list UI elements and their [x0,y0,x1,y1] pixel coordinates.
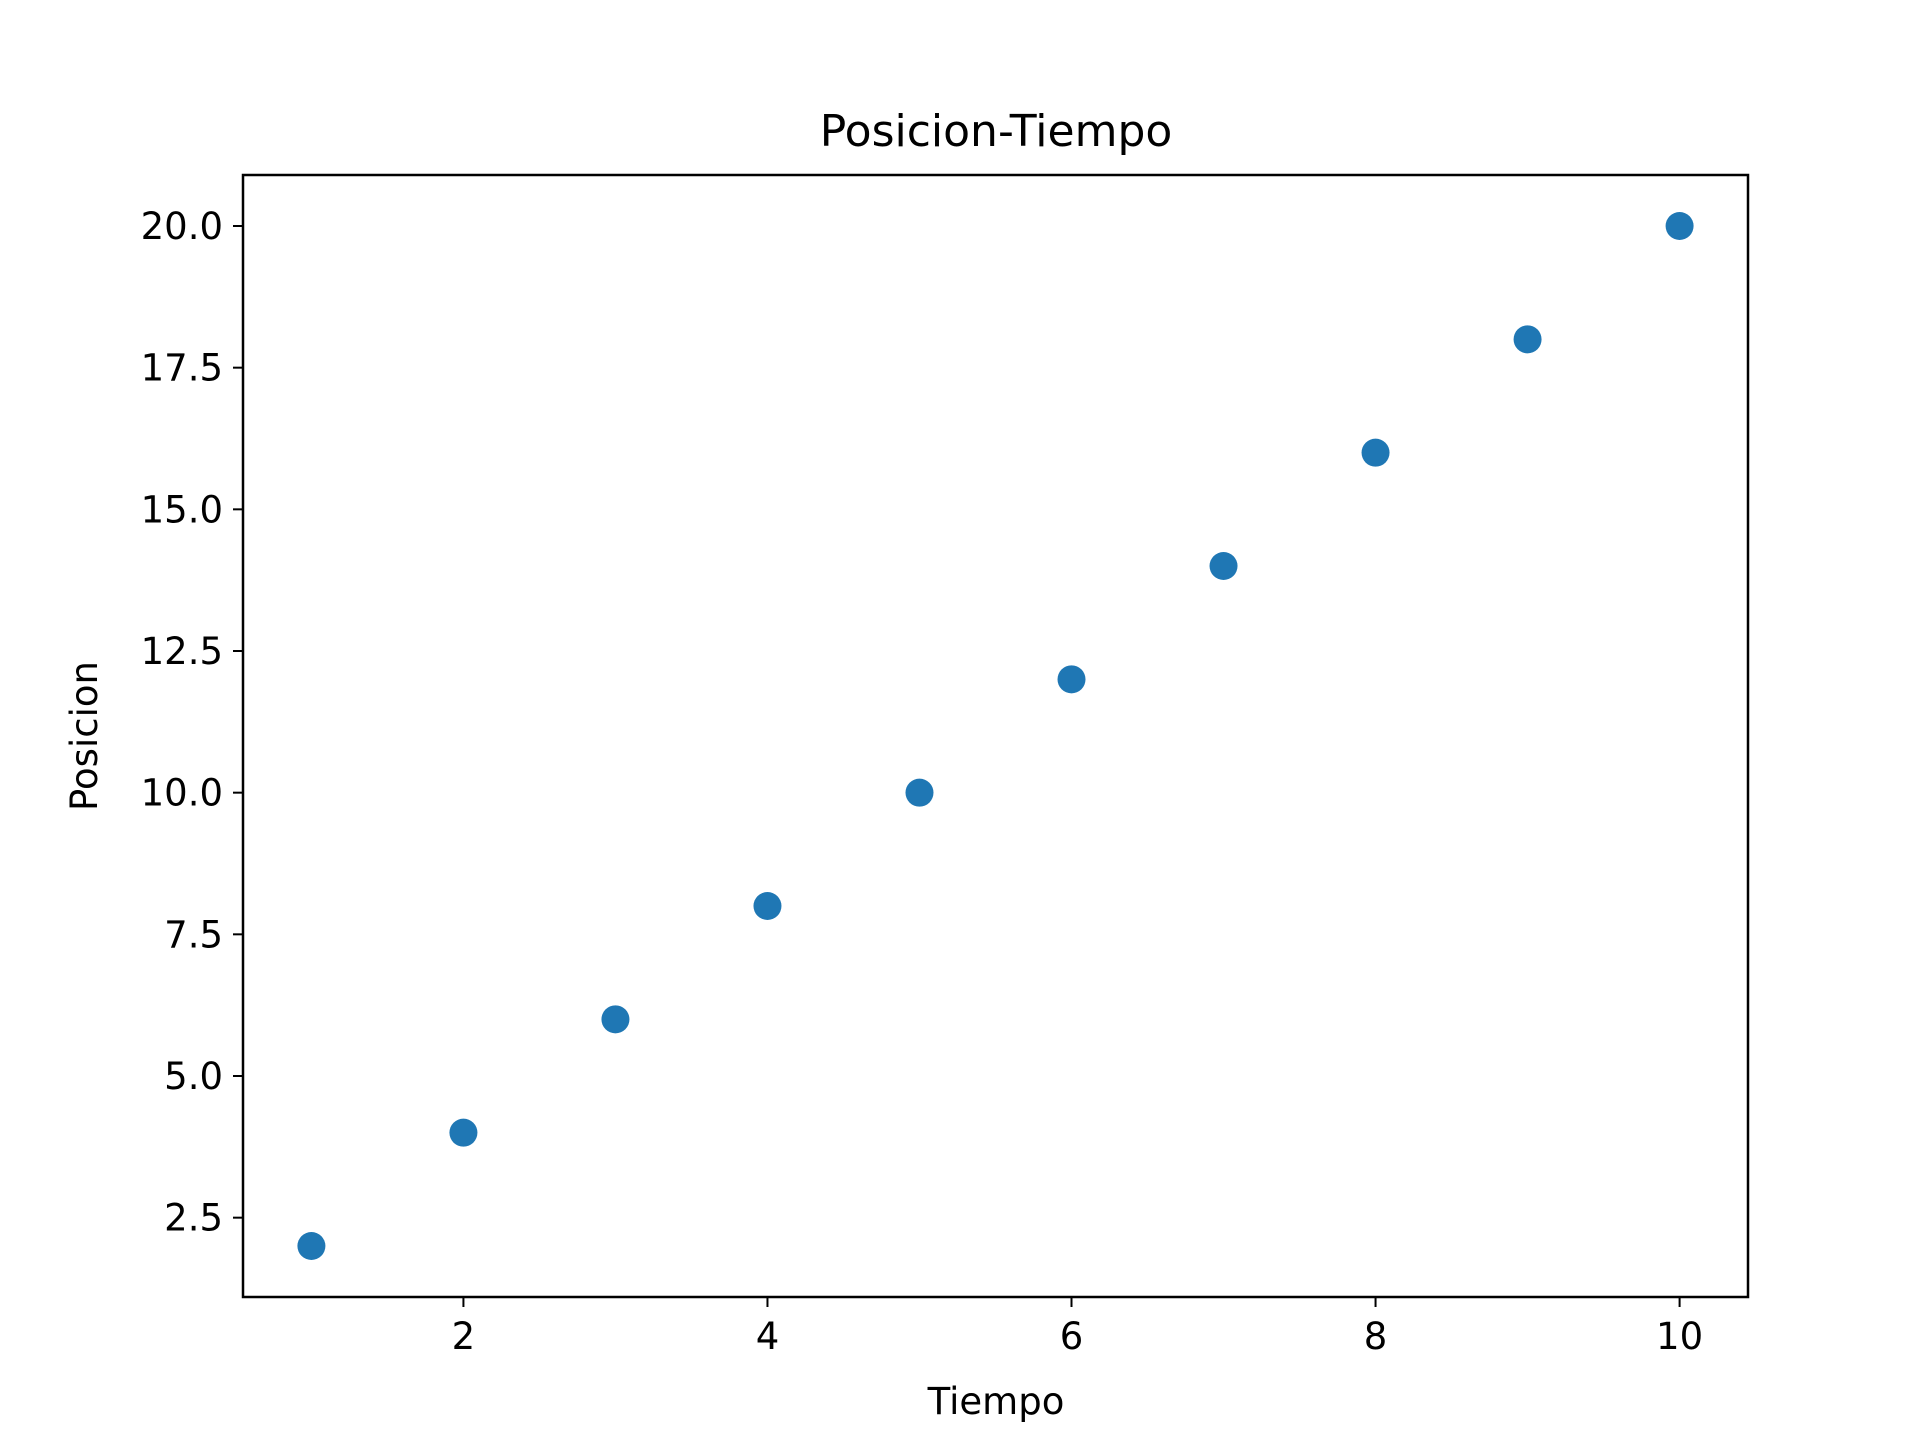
y-tick-label: 17.5 [141,347,223,390]
y-axis-label: Posicion [63,661,106,811]
y-tick-label: 2.5 [164,1197,223,1240]
axes-frame [241,173,1750,1299]
data-point [601,1005,630,1034]
x-tick-label: 4 [756,1315,780,1358]
data-point [1209,552,1238,580]
data-point [1361,438,1390,467]
y-tick-label: 12.5 [141,630,223,673]
y-tick-label: 5.0 [164,1055,223,1098]
x-axis: 2 4 6 8 10 [452,1297,1703,1358]
data-point [449,1118,478,1147]
x-tick-label: 10 [1656,1315,1703,1358]
data-point [905,778,934,807]
data-point [1057,665,1086,694]
x-axis-label: Tiempo [927,1380,1065,1423]
data-point [297,1232,326,1260]
y-tick-label: 15.0 [141,488,223,531]
y-axis: 2.5 5.0 7.5 10.0 12.5 15.0 17.5 20.0 [141,205,243,1240]
y-tick-label: 20.0 [141,205,223,248]
data-point [1513,325,1542,354]
data-point [753,892,782,920]
y-tick-label: 10.0 [141,772,223,815]
data-point [1665,212,1694,240]
y-tick-label: 7.5 [164,913,223,956]
x-tick-label: 6 [1060,1315,1084,1358]
x-tick-label: 2 [452,1315,476,1358]
data-points [297,212,1694,1260]
x-tick-label: 8 [1364,1315,1388,1358]
chart-title: Posicion-Tiempo [820,106,1173,157]
